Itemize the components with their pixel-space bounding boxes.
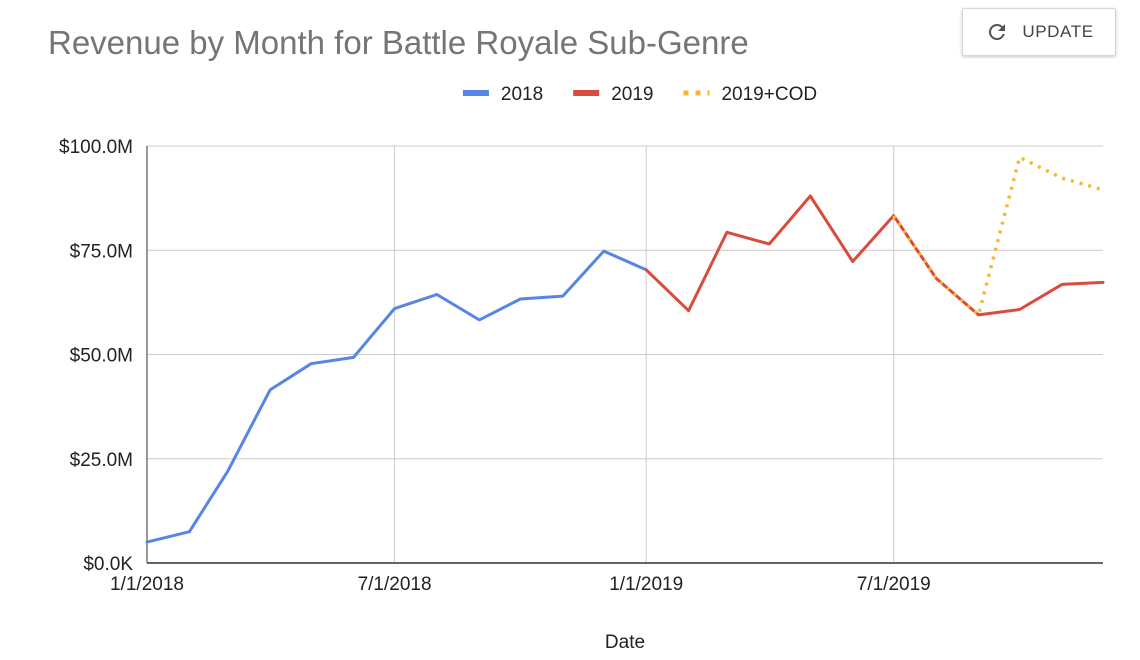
legend-label: 2019 xyxy=(611,84,653,105)
y-tick-label: $50.0M xyxy=(70,346,133,367)
gridlines xyxy=(147,145,1103,563)
y-tick-label: $100.0M xyxy=(59,137,133,158)
x-tick-label: 1/1/2018 xyxy=(110,574,184,595)
legend-item[interactable]: 2019+COD xyxy=(683,84,817,105)
chart-title: Revenue by Month for Battle Royale Sub-G… xyxy=(48,24,749,61)
series-line-2019-cod xyxy=(892,155,1104,317)
legend-label: 2019+COD xyxy=(721,84,817,105)
x-tick-label: 7/1/2018 xyxy=(358,574,432,595)
x-tick-label: 1/1/2019 xyxy=(609,574,683,595)
x-tick-label: 7/1/2019 xyxy=(857,574,931,595)
legend-item[interactable]: 2018 xyxy=(462,84,543,105)
y-tick-label: $25.0M xyxy=(70,450,133,471)
update-button-label: UPDATE xyxy=(1022,22,1094,41)
series-line-2019 xyxy=(644,194,1105,317)
legend: 2018 2019 2019+COD xyxy=(462,84,817,105)
series-line-2018 xyxy=(145,249,648,544)
legend-label: 2018 xyxy=(501,84,543,105)
y-tick-label: $75.0M xyxy=(70,241,133,262)
update-button[interactable]: UPDATE xyxy=(962,8,1116,56)
legend-swatch xyxy=(462,90,489,96)
x-axis-label: Date xyxy=(605,632,645,653)
legend-item[interactable]: 2019 xyxy=(573,84,653,105)
series-lines xyxy=(145,155,1105,544)
axes: $0.0K $25.0M $50.0M $75.0M $100.0M 1/1/2018 7/… xyxy=(59,137,1103,595)
legend-swatch xyxy=(573,90,600,96)
y-tick-label: $0.0K xyxy=(83,554,133,575)
